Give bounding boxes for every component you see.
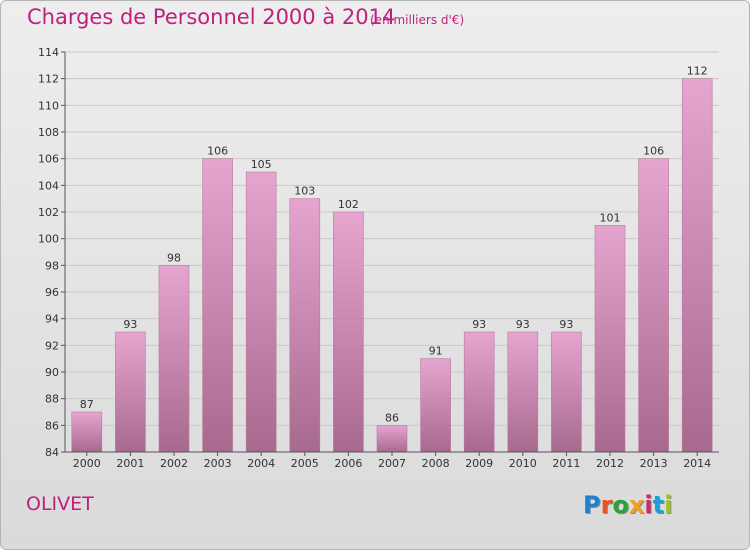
y-tick-label: 108 bbox=[38, 126, 59, 139]
bar-value-label: 86 bbox=[385, 411, 399, 424]
bars: 87 93 98 106 105 103 102 86 91 93 93 93 101 106 112 bbox=[71, 65, 713, 453]
x-tick-label: 2009 bbox=[465, 457, 493, 470]
chart-title: Charges de Personnel 2000 à 2014 bbox=[27, 5, 396, 29]
x-tick-label: 2002 bbox=[160, 457, 188, 470]
y-tick-label: 102 bbox=[38, 206, 59, 219]
bar bbox=[507, 331, 539, 453]
bar bbox=[638, 158, 669, 453]
bar-value-label: 91 bbox=[429, 345, 443, 358]
y-tick-label: 90 bbox=[45, 366, 59, 379]
city-label: OLIVET bbox=[26, 493, 94, 515]
chart-subtitle: (en milliers d'€) bbox=[370, 13, 465, 27]
bar-value-label: 98 bbox=[167, 251, 181, 264]
bar-value-label: 106 bbox=[643, 145, 664, 158]
x-tick-label: 2001 bbox=[116, 457, 144, 470]
x-tick-label: 2011 bbox=[552, 457, 580, 470]
bar bbox=[551, 331, 582, 453]
bar bbox=[376, 425, 408, 453]
logo-letter: t bbox=[652, 491, 665, 519]
x-tick-label: 2013 bbox=[640, 457, 668, 470]
y-tick-label: 112 bbox=[38, 73, 59, 86]
axes: 84 86 88 90 92 94 96 98 100 102 104 106 108 110 112 114… bbox=[38, 46, 719, 470]
bar bbox=[245, 171, 277, 453]
y-tick-label: 98 bbox=[45, 259, 59, 272]
y-tick-label: 86 bbox=[45, 419, 59, 432]
y-tick-label: 92 bbox=[45, 339, 59, 352]
bar bbox=[202, 158, 233, 453]
bar-value-label: 105 bbox=[251, 158, 272, 171]
bar-value-label: 101 bbox=[600, 211, 621, 224]
y-tick-label: 100 bbox=[38, 233, 59, 246]
y-tick-label: 84 bbox=[45, 446, 59, 459]
bar bbox=[333, 211, 364, 453]
proxiti-logo: Proxiti bbox=[583, 491, 672, 519]
logo-letter: i bbox=[644, 491, 653, 519]
logo-letter: P bbox=[583, 491, 601, 519]
x-tick-label: 2006 bbox=[334, 457, 362, 470]
y-tick-label: 110 bbox=[38, 99, 59, 112]
bar bbox=[420, 358, 451, 453]
bar-value-label: 103 bbox=[294, 185, 315, 198]
bar-value-label: 102 bbox=[338, 198, 359, 211]
y-tick-label: 106 bbox=[38, 153, 59, 166]
x-tick-label: 2007 bbox=[378, 457, 406, 470]
bar-value-label: 87 bbox=[80, 398, 94, 411]
bar bbox=[115, 331, 146, 453]
y-tick-label: 94 bbox=[45, 313, 59, 326]
x-tick-label: 2003 bbox=[204, 457, 232, 470]
x-tick-label: 2000 bbox=[73, 457, 101, 470]
y-tick-label: 104 bbox=[38, 179, 59, 192]
bar bbox=[71, 411, 103, 453]
bar bbox=[158, 265, 190, 453]
logo-letter: r bbox=[600, 491, 613, 519]
bar-value-label: 93 bbox=[559, 318, 573, 331]
bar-value-label: 112 bbox=[687, 65, 708, 78]
y-tick-label: 114 bbox=[38, 46, 59, 59]
x-tick-label: 2012 bbox=[596, 457, 624, 470]
logo-letter: i bbox=[664, 491, 673, 519]
bar-value-label: 93 bbox=[123, 318, 137, 331]
logo-letter: o bbox=[612, 491, 629, 519]
bar-value-label: 93 bbox=[516, 318, 530, 331]
bar-value-label: 106 bbox=[207, 145, 228, 158]
x-tick-label: 2008 bbox=[422, 457, 450, 470]
bar bbox=[289, 198, 321, 453]
x-tick-label: 2005 bbox=[291, 457, 319, 470]
bar-value-label: 93 bbox=[472, 318, 486, 331]
bar bbox=[681, 78, 713, 453]
x-tick-label: 2014 bbox=[683, 457, 711, 470]
y-tick-label: 96 bbox=[45, 286, 59, 299]
logo-letter: x bbox=[628, 491, 645, 519]
bar bbox=[463, 331, 495, 453]
y-tick-label: 88 bbox=[45, 393, 59, 406]
bar bbox=[594, 225, 626, 453]
x-tick-label: 2004 bbox=[247, 457, 275, 470]
x-tick-label: 2010 bbox=[509, 457, 537, 470]
